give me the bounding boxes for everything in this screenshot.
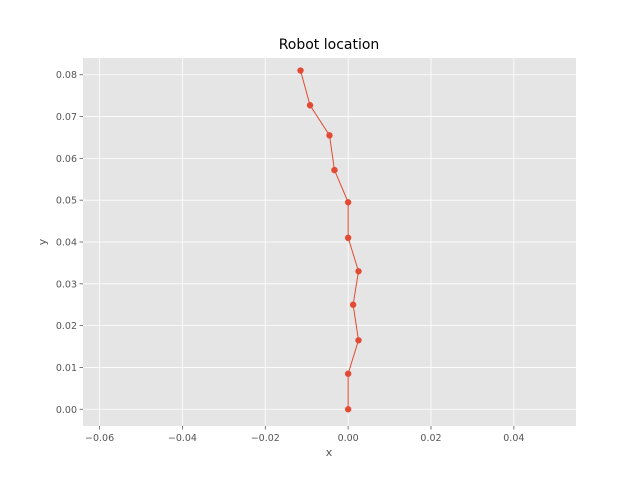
chart-title: Robot location (279, 37, 380, 53)
y-axis-label: y (36, 238, 49, 245)
x-tick-label: 0.04 (503, 433, 524, 444)
y-axis-ticks: 0.00 0.01 0.02 0.03 0.04 0.05 0.06 0.07 0.08 (56, 70, 83, 416)
y-tick-label: 0.06 (56, 154, 77, 165)
y-tick-label: 0.01 (56, 363, 77, 374)
x-tick-label: 0.00 (338, 433, 359, 444)
data-point (297, 67, 304, 74)
data-point (355, 268, 362, 275)
data-point (331, 166, 338, 174)
data-point (344, 199, 352, 206)
data-point (355, 337, 362, 344)
series-layer (297, 67, 362, 413)
data-point (306, 102, 314, 109)
x-tick-label: −0.06 (85, 433, 114, 444)
data-point (349, 301, 357, 308)
data-point (344, 406, 352, 413)
x-tick-label: −0.02 (251, 433, 280, 444)
data-point (326, 132, 333, 139)
data-point (344, 370, 352, 377)
y-tick-label: 0.07 (56, 112, 77, 123)
y-tick-label: 0.03 (56, 279, 77, 290)
y-tick-label: 0.08 (56, 70, 77, 81)
x-tick-label: 0.02 (420, 433, 441, 444)
y-tick-label: 0.00 (56, 405, 77, 416)
data-point (344, 234, 352, 242)
y-tick-label: 0.04 (56, 238, 77, 249)
x-axis-label: x (326, 446, 333, 459)
x-axis-ticks: −0.06 −0.04 −0.02 0.00 0.02 0.04 (85, 426, 524, 444)
x-tick-label: −0.04 (168, 433, 197, 444)
y-tick-label: 0.02 (56, 321, 77, 332)
gridlines (83, 58, 576, 426)
y-tick-label: 0.05 (56, 196, 77, 207)
